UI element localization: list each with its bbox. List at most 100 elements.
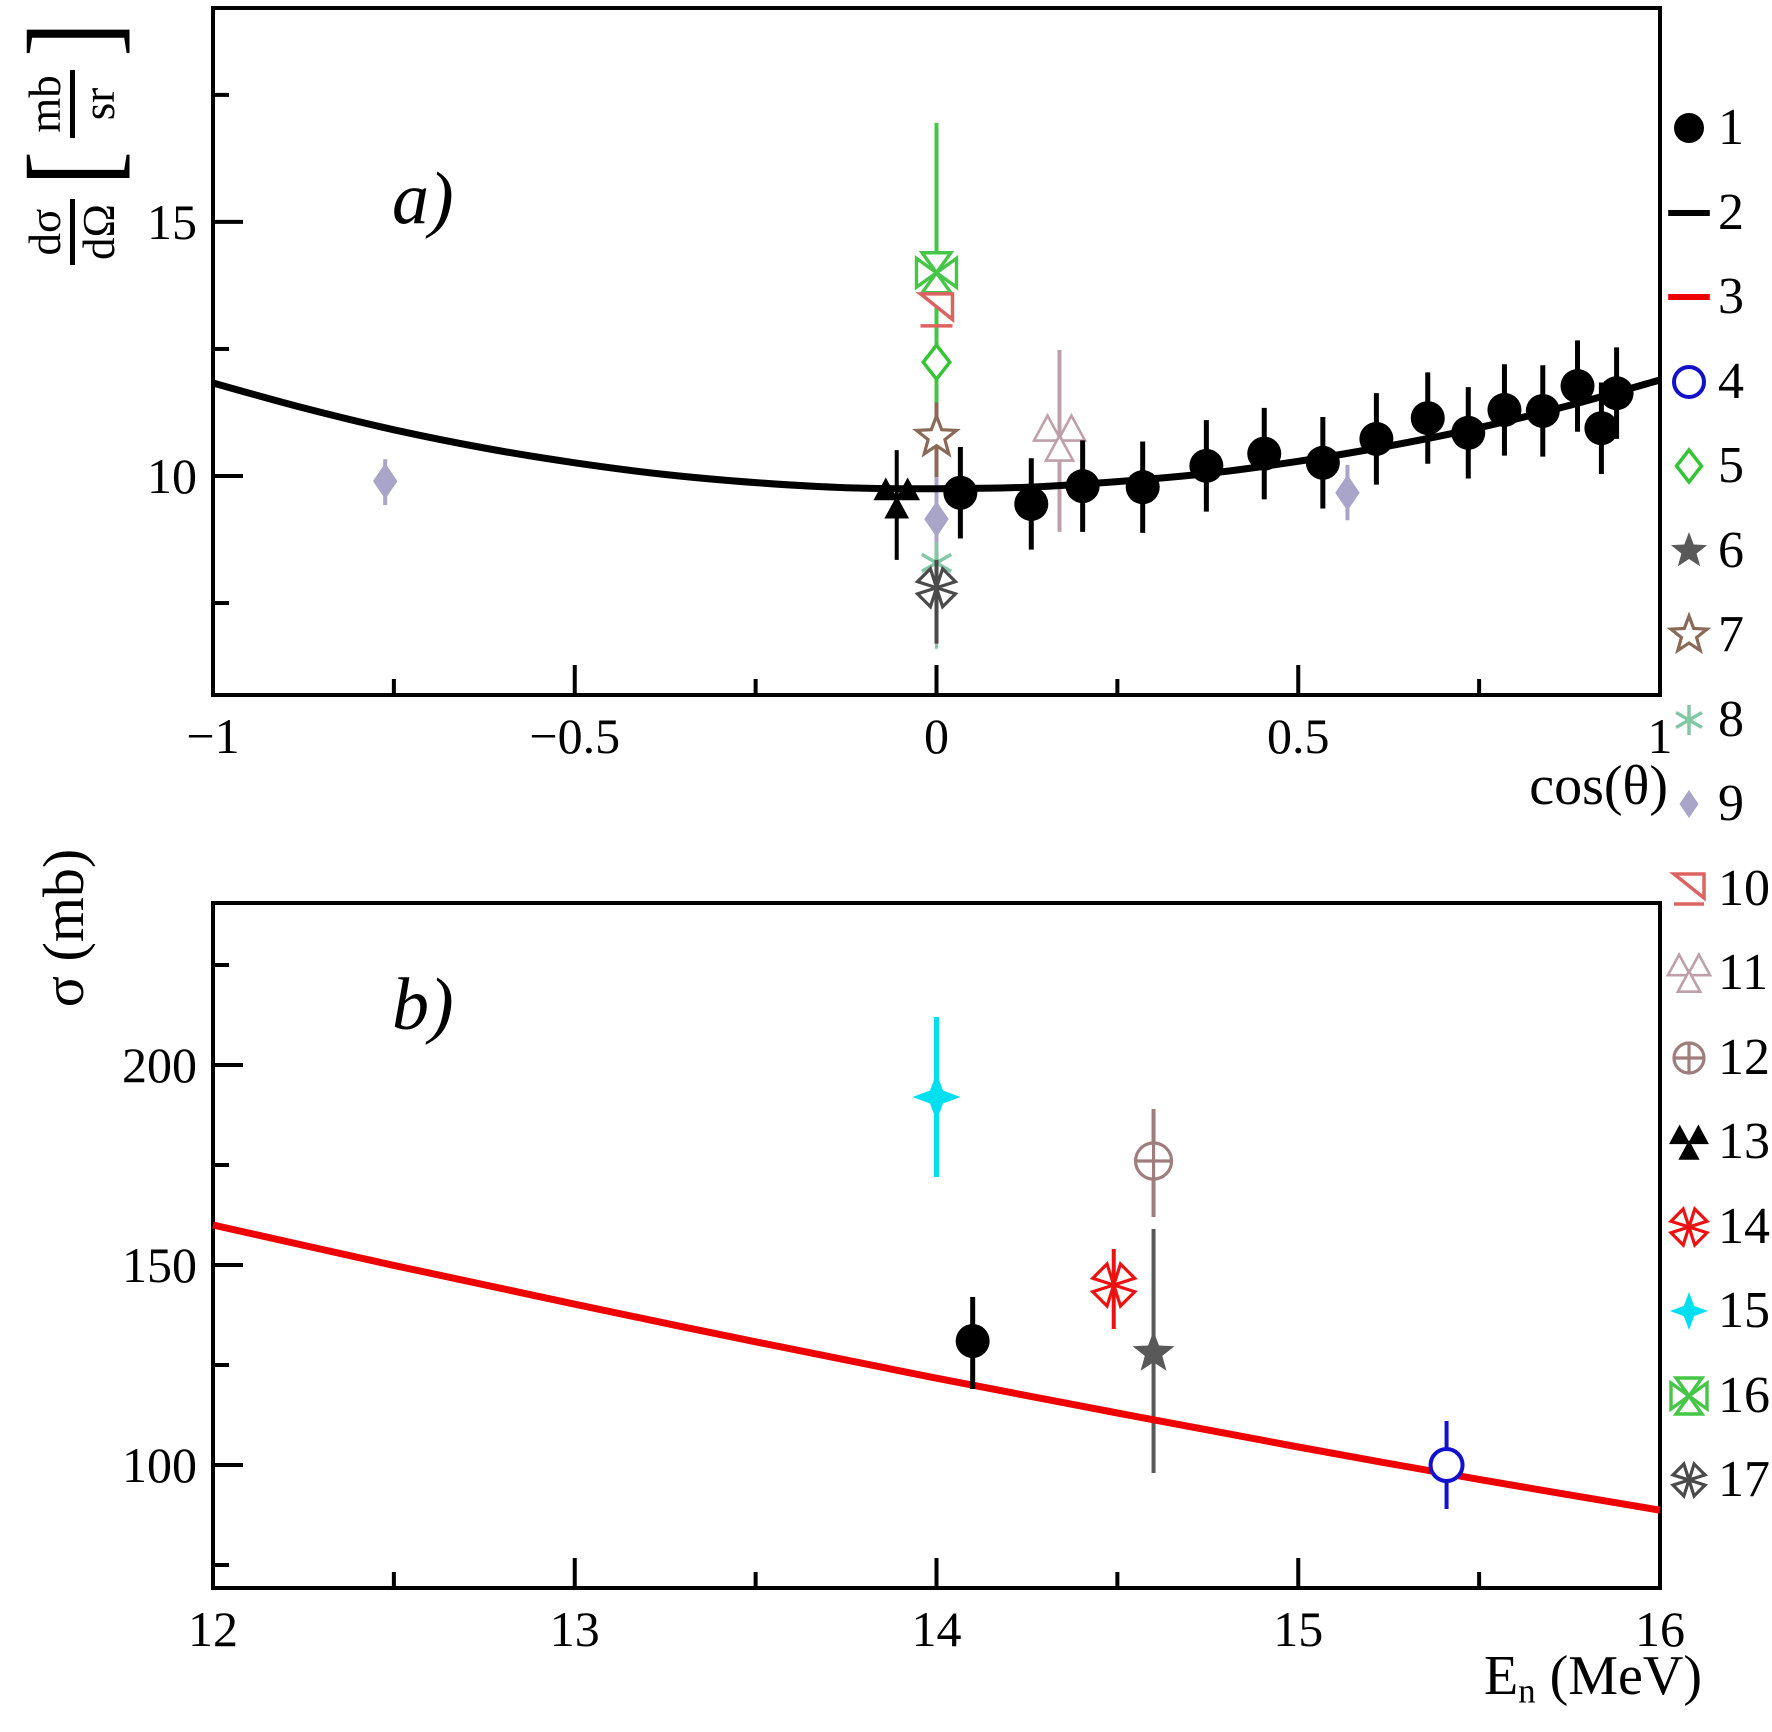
legend-marker-open-diamond bbox=[1674, 447, 1704, 485]
marker-legend-5 bbox=[1674, 447, 1704, 485]
legend-item-12: 12 bbox=[1662, 1028, 1770, 1088]
legend-marker-open-circle bbox=[1672, 364, 1706, 399]
legend-item-17: 17 bbox=[1662, 1450, 1770, 1510]
legend-marker-petals-plus bbox=[1669, 1375, 1709, 1416]
marker-legend-14 bbox=[1668, 1224, 1692, 1248]
marker-6 bbox=[1132, 1331, 1175, 1371]
marker-legend-8 bbox=[1675, 710, 1703, 729]
legend-label: 17 bbox=[1718, 1451, 1770, 1508]
legend-item-1: 1 bbox=[1662, 98, 1744, 158]
legend-label: 10 bbox=[1718, 859, 1770, 917]
legend-marker-tri-underline bbox=[1669, 871, 1706, 906]
marker-11 bbox=[1055, 412, 1088, 442]
marker-16 bbox=[918, 251, 955, 276]
panel-a-label: a) bbox=[392, 158, 454, 240]
marker-4 bbox=[1428, 1447, 1465, 1483]
x-tick-label: 12 bbox=[188, 1601, 238, 1657]
marker-1 bbox=[1014, 486, 1049, 521]
x-tick-label: −1 bbox=[186, 708, 239, 764]
legend-marker-filled-star5 bbox=[1670, 531, 1708, 566]
marker-legend-17 bbox=[1686, 1461, 1708, 1483]
legend-item-2: 2 bbox=[1662, 183, 1744, 243]
curve-3 bbox=[212, 1221, 1661, 1514]
marker-legend-16 bbox=[1669, 1379, 1692, 1412]
marker-legend-10 bbox=[1669, 871, 1706, 902]
legend-marker-trefoil-open bbox=[1665, 951, 1713, 994]
legend-item-6: 6 bbox=[1662, 521, 1744, 581]
legend-item-4: 4 bbox=[1662, 352, 1744, 412]
marker-legend-13 bbox=[1687, 1124, 1709, 1145]
marker-legend-16 bbox=[1672, 1375, 1706, 1399]
legend-label: 14 bbox=[1718, 1197, 1770, 1255]
legend-marker-circle-plus bbox=[1672, 1040, 1706, 1075]
legend-item-15: 15 bbox=[1662, 1281, 1770, 1341]
x-tick-label: 0.5 bbox=[1267, 708, 1330, 764]
panel-b-y-axis-title: σ (mb) bbox=[30, 848, 96, 1008]
marker-14 bbox=[1111, 1261, 1138, 1288]
marker-1 bbox=[1525, 393, 1560, 428]
marker-17 bbox=[934, 585, 959, 610]
y-tick-label: 10 bbox=[147, 448, 197, 504]
legend-label: 8 bbox=[1718, 690, 1744, 748]
panel-b-x-axis-title: En (MeV) bbox=[1484, 1645, 1702, 1711]
y-tick-label: 200 bbox=[122, 1037, 197, 1093]
legend-item-8: 8 bbox=[1662, 690, 1744, 750]
legend-label: 5 bbox=[1718, 437, 1744, 494]
marker-11 bbox=[1031, 412, 1064, 442]
marker-legend-11 bbox=[1665, 951, 1693, 977]
marker-1 bbox=[1359, 421, 1394, 456]
legend-label: 15 bbox=[1718, 1282, 1770, 1339]
legend-item-11: 11 bbox=[1662, 943, 1768, 1003]
legend-marker-asterisk6 bbox=[1675, 704, 1703, 735]
y-tick-label: 100 bbox=[122, 1437, 197, 1493]
marker-legend-17 bbox=[1686, 1477, 1708, 1499]
panel-b-label: b) bbox=[392, 964, 454, 1046]
legend-item-16: 16 bbox=[1662, 1366, 1770, 1426]
marker-legend-17 bbox=[1670, 1477, 1692, 1499]
marker-legend-15 bbox=[1670, 1292, 1708, 1330]
marker-17 bbox=[914, 585, 939, 610]
marker-14 bbox=[1089, 1261, 1117, 1288]
marker-legend-11 bbox=[1675, 968, 1703, 994]
x-tick-label: 14 bbox=[912, 1601, 962, 1657]
marker-legend-7 bbox=[1666, 611, 1712, 655]
legend-label: 9 bbox=[1718, 775, 1744, 832]
marker-13 bbox=[884, 495, 910, 519]
marker-1 bbox=[955, 1324, 990, 1358]
marker-16 bbox=[933, 255, 959, 291]
marker-legend-14 bbox=[1686, 1224, 1710, 1248]
panel-a-x-axis-title: cos(θ) bbox=[1529, 755, 1668, 817]
legend-label: 13 bbox=[1718, 1113, 1770, 1170]
legend-item-5: 5 bbox=[1662, 436, 1744, 496]
x-tick-label: 13 bbox=[550, 1601, 600, 1657]
y-tick-label: 150 bbox=[122, 1237, 197, 1293]
legend-marker-line bbox=[1668, 209, 1710, 216]
marker-legend-14 bbox=[1668, 1205, 1692, 1229]
marker-1 bbox=[1189, 448, 1224, 483]
marker-5 bbox=[921, 342, 952, 383]
legend-label: 3 bbox=[1718, 268, 1744, 325]
legend-label: 4 bbox=[1718, 352, 1744, 410]
marker-legend-17 bbox=[1670, 1461, 1692, 1483]
marker-11 bbox=[1043, 432, 1076, 462]
x-tick-label: −0.5 bbox=[529, 708, 620, 764]
marker-9 bbox=[372, 463, 398, 500]
legend-label: 11 bbox=[1718, 944, 1769, 1001]
marker-legend-4 bbox=[1672, 364, 1706, 399]
x-tick-label: 16 bbox=[1635, 1601, 1685, 1657]
legend-label: 6 bbox=[1718, 521, 1744, 579]
legend-label: 7 bbox=[1718, 606, 1744, 663]
legend-item-10: 10 bbox=[1662, 859, 1770, 919]
legend-label: 16 bbox=[1718, 1366, 1770, 1424]
marker-1 bbox=[1410, 401, 1445, 436]
marker-14 bbox=[1089, 1282, 1117, 1309]
curve-2 bbox=[212, 376, 1661, 493]
marker-legend-11 bbox=[1685, 951, 1713, 977]
panel-a-y-axis-title: dσ dΩ [ mb sr ] bbox=[2, 2, 142, 282]
marker-17 bbox=[914, 565, 939, 591]
marker-1 bbox=[1487, 392, 1522, 427]
marker-legend-14 bbox=[1686, 1205, 1710, 1229]
y-tick-label: 15 bbox=[147, 194, 197, 250]
legend-item-9: 9 bbox=[1662, 774, 1744, 834]
